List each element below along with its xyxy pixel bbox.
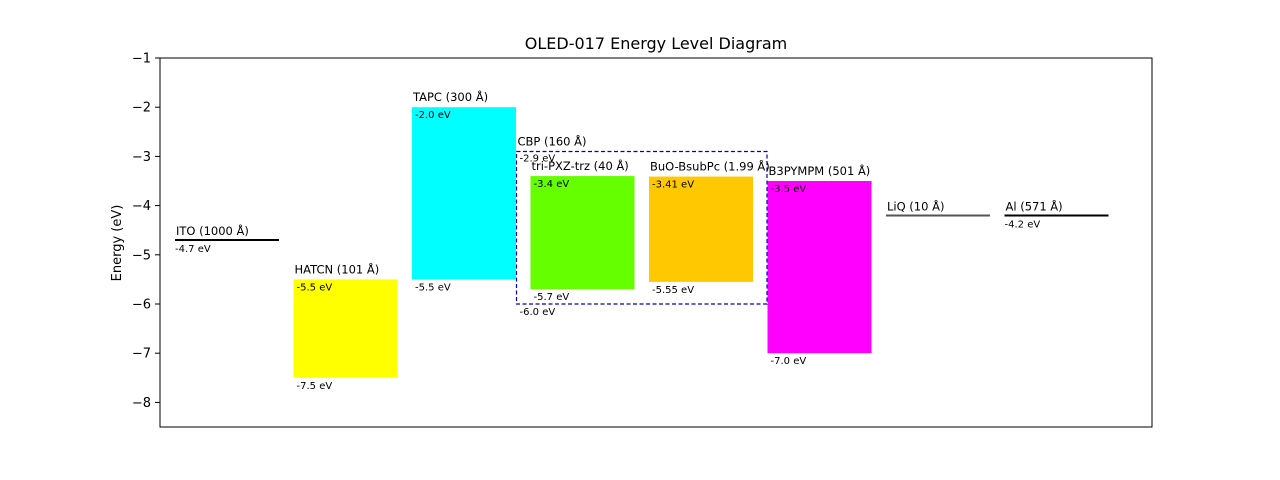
y-tick-label: −2: [132, 101, 151, 116]
electrode-level-label: -4.7 eV: [175, 244, 211, 255]
y-tick-label: −3: [132, 150, 151, 165]
y-tick-label: −4: [132, 199, 151, 214]
y-tick-label: −7: [132, 347, 151, 362]
layer-bottom-label: -7.0 eV: [771, 356, 807, 367]
layer-top-label: -5.5 eV: [297, 282, 333, 293]
y-axis-label: Energy (eV): [110, 205, 125, 282]
layer-label: BuO-BsubPc (1.99 Å): [650, 159, 770, 174]
y-tick-label: −1: [132, 52, 151, 67]
y-tick-label: −8: [132, 396, 151, 411]
y-tick-label: −5: [132, 248, 151, 263]
layer-label: HATCN (101 Å): [295, 261, 380, 276]
layer-top-label: -2.0 eV: [415, 110, 451, 121]
host-label: CBP (160 Å): [518, 133, 587, 148]
layer-label: B3PYMPM (501 Å): [769, 163, 871, 178]
layer-label: tri-PXZ-trz (40 Å): [532, 158, 629, 173]
layer-bottom-label: -5.55 eV: [652, 285, 694, 296]
y-tick-label: −6: [132, 298, 151, 313]
layer-top-label: -3.5 eV: [771, 184, 807, 195]
layer-band: [293, 279, 398, 378]
layer-top-label: -3.41 eV: [652, 180, 694, 191]
y-ticks: −1 −2 −3 −4 −5 −6 −7 −8: [132, 52, 160, 411]
layer-top-label: -3.4 eV: [534, 179, 570, 190]
bands-layer: [175, 107, 1109, 378]
layer-label: TAPC (300 Å): [412, 89, 488, 104]
host-top-label: -2.9 eV: [520, 153, 556, 164]
plot-frame: [159, 57, 1153, 428]
layer-label: LiQ (10 Å): [887, 198, 944, 213]
layer-bottom-label: -5.7 eV: [534, 292, 570, 303]
chart-title: OLED-017 Energy Level Diagram: [525, 34, 787, 53]
layer-label: Al (571 Å): [1006, 198, 1063, 213]
labels-layer: CBP (160 Å) -2.9 eV -6.0 eV ITO (1000 Å) -4.…: [175, 89, 1063, 392]
electrode-level-label: -4.2 eV: [1005, 219, 1041, 230]
layer-band: [412, 107, 516, 280]
host-box: [515, 150, 768, 305]
layer-bottom-label: -5.5 eV: [415, 282, 451, 293]
host-bottom-label: -6.0 eV: [520, 307, 556, 318]
layer-label: ITO (1000 Å): [176, 223, 249, 238]
layer-bottom-label: -7.5 eV: [297, 381, 333, 392]
layer-band: [530, 176, 635, 290]
layer-band: [649, 176, 753, 282]
layer-band: [767, 181, 872, 354]
